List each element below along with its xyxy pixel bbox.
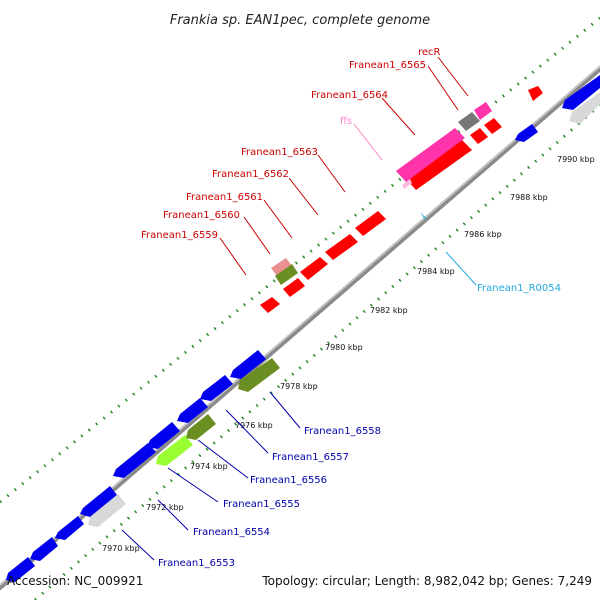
tick-label: 7990 kbp bbox=[557, 155, 595, 164]
reverse-leader-lines bbox=[121, 391, 301, 561]
cds-6564[interactable] bbox=[396, 128, 465, 182]
cds-forward[interactable] bbox=[283, 278, 305, 297]
gene-label[interactable]: Franean1_6553 bbox=[158, 558, 235, 569]
forward-strand-features bbox=[260, 86, 543, 313]
cds-reverse[interactable] bbox=[515, 124, 538, 142]
tick-label: 7982 kbp bbox=[370, 306, 408, 315]
cds-forward[interactable] bbox=[355, 211, 386, 236]
gene-label[interactable]: Franean1_6563 bbox=[241, 147, 318, 158]
cds-6560[interactable] bbox=[275, 264, 298, 285]
gene-label[interactable]: Franean1_6555 bbox=[223, 499, 300, 510]
gene-label[interactable]: recR bbox=[418, 47, 441, 58]
lower-dot-guide bbox=[34, 103, 600, 600]
forward-labels: Franean1_6559 Franean1_6560 Franean1_656… bbox=[141, 47, 441, 241]
cds-forward[interactable] bbox=[470, 128, 488, 144]
tick-label: 7984 kbp bbox=[417, 267, 455, 276]
cds-forward[interactable] bbox=[260, 297, 280, 313]
reverse-labels: Franean1_6553 Franean1_6554 Franean1_655… bbox=[158, 283, 561, 569]
cds-6559[interactable] bbox=[271, 258, 292, 276]
cds-reverse[interactable] bbox=[80, 486, 117, 517]
upper-dot-guide bbox=[0, 16, 600, 504]
trna-label[interactable]: Franean1_R0054 bbox=[477, 283, 561, 294]
cds-reverse[interactable] bbox=[147, 422, 180, 449]
ffs-leader-line bbox=[353, 123, 383, 161]
cds-forward[interactable] bbox=[300, 257, 328, 280]
gene-label[interactable]: Franean1_6559 bbox=[141, 230, 218, 241]
rna-label[interactable]: ffs bbox=[340, 116, 352, 127]
tick-label: 7978 kbp bbox=[280, 382, 318, 391]
trna-R0054[interactable] bbox=[420, 212, 428, 220]
tick-label: 7974 kbp bbox=[190, 462, 228, 471]
cds-reverse[interactable] bbox=[230, 350, 266, 379]
rna-ffs[interactable] bbox=[402, 179, 412, 189]
cds-6558[interactable] bbox=[238, 358, 280, 392]
cds-6556[interactable] bbox=[186, 414, 216, 440]
cds-forward[interactable] bbox=[484, 118, 502, 134]
tick-label: 7976 kbp bbox=[235, 421, 273, 430]
gene-label[interactable]: Franean1_6561 bbox=[186, 192, 263, 203]
cds-reverse[interactable] bbox=[6, 557, 35, 582]
cds-reverse[interactable] bbox=[113, 443, 156, 478]
forward-leader-lines bbox=[219, 56, 469, 276]
gene-label[interactable]: Franean1_6565 bbox=[349, 60, 426, 71]
cds-reverse[interactable] bbox=[30, 537, 58, 561]
cds-forward[interactable] bbox=[406, 140, 472, 190]
tick-label: 7980 kbp bbox=[325, 343, 363, 352]
cds-reverse[interactable] bbox=[200, 375, 233, 401]
cds-reverse[interactable] bbox=[177, 398, 208, 423]
gene-label[interactable]: Franean1_6564 bbox=[311, 90, 388, 101]
accession-text: Accession: NC_009921 bbox=[7, 574, 143, 588]
gene-label[interactable]: Franean1_6560 bbox=[163, 210, 240, 221]
gene-label[interactable]: Franean1_6558 bbox=[304, 426, 381, 437]
cds-reverse[interactable] bbox=[55, 516, 84, 540]
gene-label[interactable]: Franean1_6562 bbox=[212, 169, 289, 180]
gene-label[interactable]: Franean1_6556 bbox=[250, 475, 327, 486]
tick-label: 7988 kbp bbox=[510, 193, 548, 202]
tick-label: 7970 kbp bbox=[102, 544, 140, 553]
gene-label[interactable]: Franean1_6554 bbox=[193, 527, 270, 538]
cds-forward[interactable] bbox=[325, 234, 358, 260]
cds-reverse[interactable] bbox=[562, 75, 600, 110]
cds-forward[interactable] bbox=[528, 86, 543, 101]
trna-leader-line bbox=[445, 251, 477, 286]
map-title: Frankia sp. EAN1pec, complete genome bbox=[170, 13, 430, 28]
cds-recR[interactable] bbox=[474, 102, 492, 120]
cds-6555[interactable] bbox=[156, 435, 193, 466]
cds-6565[interactable] bbox=[458, 112, 480, 131]
reverse-strand-features bbox=[6, 75, 600, 582]
cds-reverse-gray[interactable] bbox=[569, 92, 600, 124]
gene-label[interactable]: Franean1_6557 bbox=[272, 452, 349, 463]
tick-label: 7986 kbp bbox=[464, 230, 502, 239]
summary-text: Topology: circular; Length: 8,982,042 bp… bbox=[261, 574, 592, 588]
cds-6553[interactable] bbox=[88, 494, 126, 527]
